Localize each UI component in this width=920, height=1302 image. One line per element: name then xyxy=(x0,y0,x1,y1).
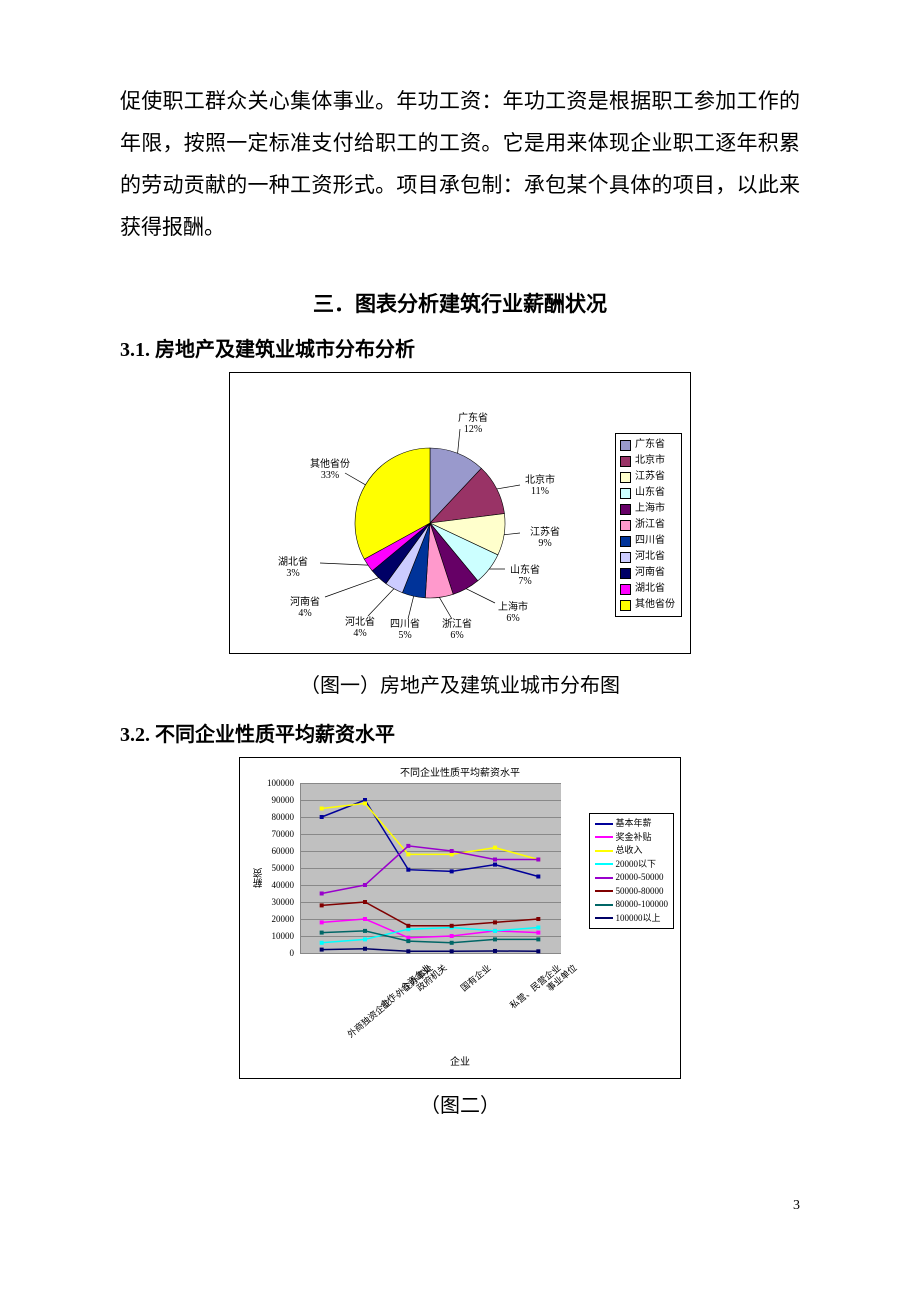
subsection-title: 房地产及建筑业城市分布分析 xyxy=(155,339,415,361)
legend-item: 20000-50000 xyxy=(595,871,669,885)
y-tick: 60000 xyxy=(254,846,294,856)
pie-callout: 北京市11% xyxy=(525,471,555,497)
pie-chart: 广东省北京市江苏省山东省上海市浙江省四川省河北省河南省湖北省其他省份 广东省12… xyxy=(229,372,691,654)
legend-item: 80000-100000 xyxy=(595,898,669,912)
subsection-3-1: 3.1. 房地产及建筑业城市分布分析 xyxy=(120,333,800,362)
legend-item: 四川省 xyxy=(620,533,675,549)
legend-item: 江苏省 xyxy=(620,469,675,485)
legend-item: 基本年薪 xyxy=(595,817,669,831)
legend-item: 20000以下 xyxy=(595,858,669,872)
legend-item: 北京市 xyxy=(620,453,675,469)
document-page: 促使职工群众关心集体事业。年功工资：年功工资是根据职工参加工作的年限，按照一定标… xyxy=(0,0,920,1198)
pie-callout: 上海市6% xyxy=(498,598,528,624)
line-legend: 基本年薪奖金补贴总收入20000以下20000-5000050000-80000… xyxy=(589,813,675,929)
pie-callout: 山东省7% xyxy=(510,561,540,587)
y-tick: 50000 xyxy=(254,863,294,873)
subsection-number: 3.1. xyxy=(120,339,150,361)
legend-item: 浙江省 xyxy=(620,517,675,533)
legend-item: 河南省 xyxy=(620,565,675,581)
y-tick: 20000 xyxy=(254,914,294,924)
y-tick: 0 xyxy=(254,948,294,958)
legend-item: 总收入 xyxy=(595,844,669,858)
legend-item: 河北省 xyxy=(620,549,675,565)
figure-2-wrap: 不同企业性质平均薪资水平 薪资 基本年薪奖金补贴总收入20000以下20000-… xyxy=(120,757,800,1079)
subsection-3-2: 3.2. 不同企业性质平均薪资水平 xyxy=(120,718,800,747)
pie-callout: 其他省份33% xyxy=(310,455,350,481)
y-tick: 10000 xyxy=(254,931,294,941)
line-chart: 不同企业性质平均薪资水平 薪资 基本年薪奖金补贴总收入20000以下20000-… xyxy=(239,757,681,1079)
pie-callout: 广东省12% xyxy=(458,409,488,435)
pie-legend: 广东省北京市江苏省山东省上海市浙江省四川省河北省河南省湖北省其他省份 xyxy=(615,433,682,617)
x-axis-label: 企业 xyxy=(240,1053,680,1068)
y-tick: 30000 xyxy=(254,897,294,907)
y-tick: 100000 xyxy=(254,778,294,788)
legend-item: 其他省份 xyxy=(620,597,675,613)
legend-item: 湖北省 xyxy=(620,581,675,597)
legend-item: 奖金补贴 xyxy=(595,831,669,845)
section-heading: 三．图表分析建筑行业薪酬状况 xyxy=(120,288,800,318)
figure-2-caption: （图二） xyxy=(120,1089,800,1118)
legend-item: 上海市 xyxy=(620,501,675,517)
pie-callout: 江苏省9% xyxy=(530,523,560,549)
legend-item: 100000以上 xyxy=(595,912,669,926)
y-tick: 90000 xyxy=(254,795,294,805)
pie-callout: 河北省4% xyxy=(345,613,375,639)
pie-callout: 四川省5% xyxy=(390,615,420,641)
subsection-number: 3.2. xyxy=(120,724,150,746)
figure-1-caption: （图一）房地产及建筑业城市分布图 xyxy=(120,669,800,698)
pie-callout: 湖北省3% xyxy=(278,553,308,579)
pie-callout: 河南省4% xyxy=(290,593,320,619)
legend-item: 山东省 xyxy=(620,485,675,501)
subsection-title: 不同企业性质平均薪资水平 xyxy=(155,724,395,746)
y-tick: 80000 xyxy=(254,812,294,822)
figure-1-wrap: 广东省北京市江苏省山东省上海市浙江省四川省河北省河南省湖北省其他省份 广东省12… xyxy=(120,372,800,659)
legend-item: 广东省 xyxy=(620,437,675,453)
page-number: 3 xyxy=(0,1198,920,1234)
y-tick: 70000 xyxy=(254,829,294,839)
legend-item: 50000-80000 xyxy=(595,885,669,899)
pie-callout: 浙江省6% xyxy=(442,615,472,641)
body-paragraph: 促使职工群众关心集体事业。年功工资：年功工资是根据职工参加工作的年限，按照一定标… xyxy=(120,80,800,248)
y-tick: 40000 xyxy=(254,880,294,890)
